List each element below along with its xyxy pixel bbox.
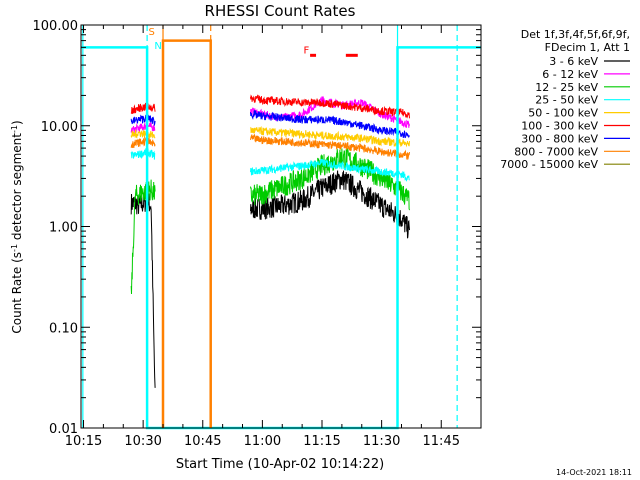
y-tick-label-2: 0.10	[49, 321, 78, 336]
series-line-6-segment-1	[130, 102, 156, 114]
series-line-7-segment-2	[250, 109, 410, 139]
legend-label-8: 800 - 7000 keV	[514, 145, 598, 158]
series-line-2-segment-1	[130, 121, 156, 134]
annotation-s: S	[148, 27, 154, 38]
plot-timestamp: 14-Oct-2021 18:11	[556, 468, 632, 477]
legend-label-4: 25 - 50 keV	[535, 94, 598, 107]
y-axis-label: Count Rate (s-1 detector segment-1)	[10, 120, 25, 333]
y-tick-label-4: 10.00	[41, 120, 78, 135]
legend-label-6: 100 - 300 keV	[521, 120, 598, 133]
series-line-3-segment-1	[130, 179, 156, 295]
series-line-4-segment-1	[130, 148, 156, 160]
legend-label-1: 3 - 6 keV	[549, 55, 598, 68]
series-line-5-segment-1	[130, 128, 156, 139]
annotation-f: F	[303, 46, 309, 57]
y-tick-label-3: 1.00	[49, 221, 78, 236]
state-flag-line-2	[161, 39, 212, 428]
x-tick-label-6: 11:30	[363, 434, 400, 449]
series-line-8-segment-1	[130, 136, 156, 149]
series-line-7-segment-1	[130, 113, 156, 127]
legend-label-7: 300 - 800 keV	[521, 132, 598, 145]
legend-header-line-1: Det 1f,3f,4f,5f,6f,9f,	[521, 28, 630, 41]
chart-title: RHESSI Count Rates	[205, 2, 356, 20]
series-line-5-segment-2	[250, 126, 410, 148]
legend-label-3: 12 - 25 keV	[535, 81, 598, 94]
annotation-n: N	[154, 41, 161, 52]
x-tick-label-4: 11:00	[244, 434, 281, 449]
x-tick-label-1: 10:15	[65, 434, 102, 449]
x-axis-label: Start Time (10-Apr-02 10:14:22)	[176, 457, 384, 472]
x-tick-label-2: 10:30	[124, 434, 161, 449]
legend-header-line-2: FDecim 1, Att 1	[545, 41, 630, 54]
y-tick-label-1: 0.01	[49, 422, 78, 437]
series-line-4-segment-2	[250, 158, 410, 182]
y-tick-label-5: 100.00	[33, 19, 79, 34]
x-tick-label-5: 11:15	[303, 434, 340, 449]
series-line-6-segment-2	[250, 94, 410, 119]
legend-label-9: 7000 - 15000 keV	[500, 158, 598, 171]
legend-label-2: 6 - 12 keV	[542, 68, 598, 81]
x-tick-label-3: 10:45	[184, 434, 221, 449]
legend-label-5: 50 - 100 keV	[528, 107, 598, 120]
legend: Det 1f,3f,4f,5f,6f,9f,FDecim 1, Att 13 -…	[500, 28, 630, 171]
x-tick-label-7: 11:45	[423, 434, 460, 449]
series-line-1-segment-2	[250, 170, 410, 239]
series-line-8-segment-2	[250, 133, 410, 161]
